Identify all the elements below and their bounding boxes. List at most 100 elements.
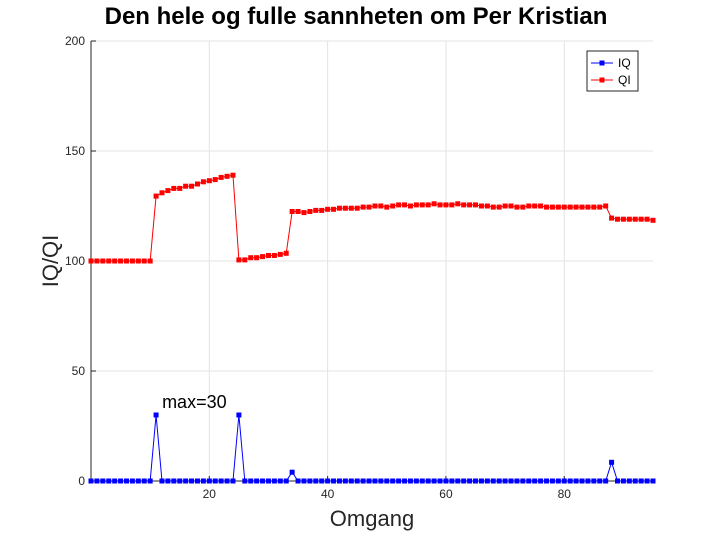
- legend-item-iq[interactable]: IQ: [591, 56, 631, 70]
- data-point-iq: [620, 478, 626, 484]
- data-point-qi: [419, 202, 425, 208]
- data-point-iq: [561, 478, 567, 484]
- data-point-qi: [336, 205, 342, 211]
- data-point-qi: [473, 202, 479, 208]
- max-annotation: max=30: [162, 392, 227, 412]
- data-point-qi: [425, 202, 431, 208]
- data-point-iq: [313, 478, 319, 484]
- data-point-iq: [118, 478, 124, 484]
- data-point-iq: [331, 478, 337, 484]
- legend[interactable]: IQ QI: [586, 50, 639, 92]
- data-point-qi: [579, 204, 585, 210]
- data-point-iq: [425, 478, 431, 484]
- legend-item-qi[interactable]: QI: [591, 73, 631, 87]
- data-point-qi: [609, 215, 615, 221]
- data-point-qi: [597, 204, 603, 210]
- data-point-qi: [549, 204, 555, 210]
- data-point-iq: [153, 412, 159, 418]
- data-point-qi: [307, 209, 313, 214]
- data-point-iq: [277, 478, 283, 484]
- data-point-qi: [650, 217, 656, 223]
- data-point-iq: [236, 412, 242, 418]
- data-point-iq: [224, 478, 230, 484]
- data-point-qi: [538, 203, 544, 209]
- data-point-qi: [94, 258, 100, 264]
- data-point-iq: [230, 478, 236, 484]
- data-point-qi: [555, 204, 561, 210]
- data-point-iq: [177, 478, 183, 484]
- legend-box: [586, 50, 639, 92]
- data-point-iq: [455, 478, 461, 484]
- data-point-iq: [183, 478, 189, 484]
- data-point-qi: [325, 206, 331, 212]
- data-point-qi: [514, 204, 520, 210]
- y-axis-label: IQ/QI: [38, 235, 63, 288]
- data-point-qi: [88, 258, 94, 264]
- data-point-qi: [277, 251, 283, 257]
- data-point-qi: [342, 205, 348, 211]
- data-point-iq: [271, 478, 277, 484]
- data-point-qi: [591, 204, 597, 210]
- data-point-iq: [579, 478, 585, 484]
- data-point-iq: [100, 478, 106, 484]
- data-point-qi: [230, 172, 236, 178]
- data-point-qi: [478, 203, 484, 209]
- data-point-iq: [242, 478, 248, 484]
- data-point-iq: [248, 478, 254, 484]
- data-point-qi: [561, 204, 567, 210]
- data-point-qi: [260, 254, 266, 260]
- data-point-qi: [236, 257, 242, 263]
- data-point-iq: [591, 478, 597, 484]
- data-point-iq: [295, 478, 301, 484]
- data-point-qi: [644, 216, 650, 222]
- data-point-qi: [159, 190, 165, 196]
- series-qi: [88, 172, 656, 264]
- data-point-qi: [348, 205, 354, 211]
- x-tick-label: 20: [203, 487, 217, 501]
- data-point-iq: [407, 478, 413, 484]
- data-point-qi: [100, 258, 106, 264]
- data-point-qi: [135, 258, 141, 264]
- data-point-qi: [248, 255, 254, 261]
- data-point-qi: [189, 183, 195, 189]
- x-tick-label: 60: [439, 487, 453, 501]
- data-point-iq: [106, 478, 112, 484]
- data-point-qi: [283, 250, 289, 256]
- data-point-qi: [585, 204, 591, 210]
- x-axis-label: Omgang: [330, 506, 414, 531]
- data-point-qi: [413, 202, 419, 208]
- data-point-qi: [224, 173, 230, 179]
- data-point-qi: [449, 202, 455, 208]
- data-point-qi: [378, 203, 384, 209]
- data-point-iq: [206, 478, 212, 484]
- data-point-qi: [242, 257, 248, 263]
- data-point-iq: [189, 478, 195, 484]
- data-point-qi: [402, 202, 408, 208]
- data-point-qi: [620, 216, 626, 222]
- data-point-iq: [544, 478, 550, 484]
- data-point-qi: [384, 204, 390, 210]
- data-point-iq: [123, 478, 129, 484]
- data-point-iq: [419, 478, 425, 484]
- legend-label: IQ: [618, 56, 631, 70]
- data-point-qi: [390, 203, 396, 209]
- data-point-iq: [319, 478, 325, 484]
- data-point-iq: [626, 478, 632, 484]
- data-point-iq: [254, 478, 260, 484]
- data-point-iq: [212, 478, 218, 484]
- data-point-qi: [141, 258, 147, 264]
- data-point-qi: [638, 216, 644, 222]
- data-point-iq: [360, 478, 366, 484]
- data-point-qi: [455, 201, 461, 207]
- data-point-iq: [283, 478, 289, 484]
- data-point-iq: [366, 478, 372, 484]
- y-tick-label: 100: [65, 254, 85, 268]
- data-point-qi: [567, 204, 573, 210]
- data-point-iq: [88, 478, 94, 484]
- data-point-qi: [502, 203, 508, 209]
- data-point-iq: [443, 478, 449, 484]
- data-point-iq: [342, 478, 348, 484]
- data-point-iq: [384, 478, 390, 484]
- data-point-qi: [319, 207, 325, 213]
- data-point-qi: [106, 258, 112, 264]
